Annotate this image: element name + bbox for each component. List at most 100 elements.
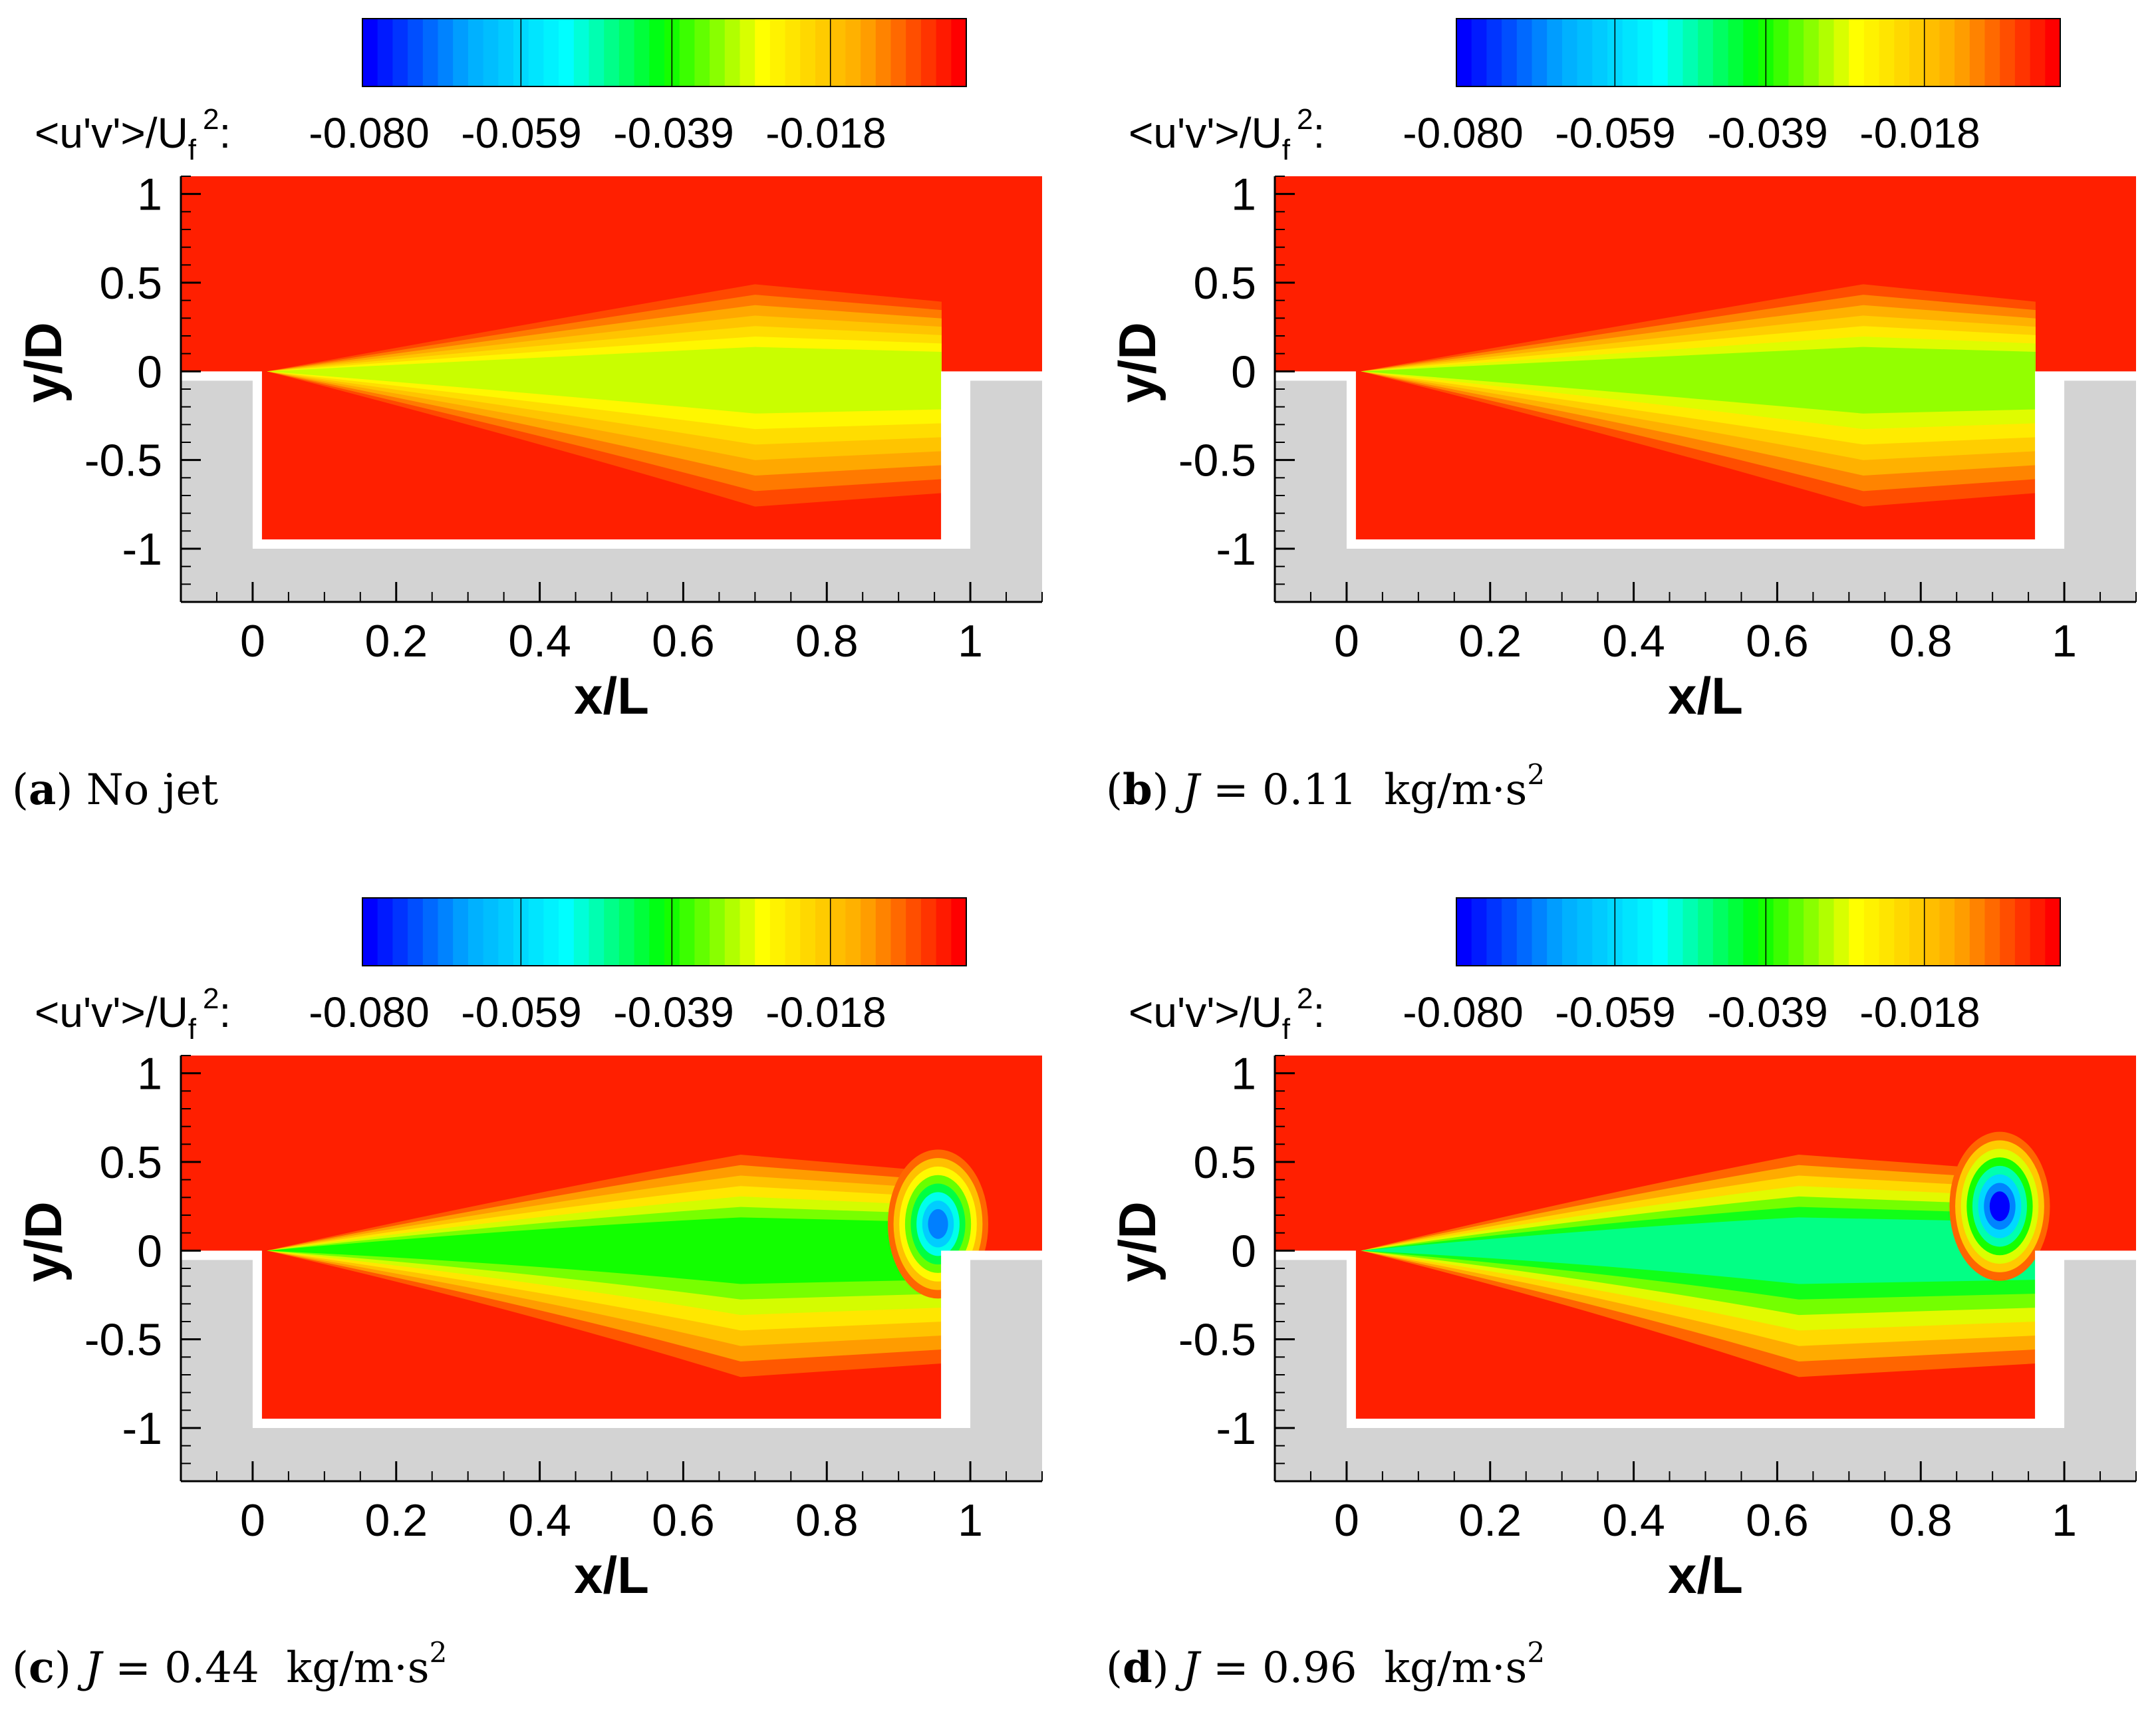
colorbar: <u'v'>/Uf2: -0.080 -0.059 -0.039 -0.018 xyxy=(35,897,967,1046)
colorbar-band xyxy=(1516,898,1533,966)
colorbar-tick-label: -0.039 xyxy=(613,109,734,157)
colorbar-band xyxy=(1471,898,1488,966)
colorbar-label-colon: : xyxy=(1313,109,1325,157)
colorbar-band xyxy=(1637,898,1653,966)
y-tick-label: 0 xyxy=(137,347,162,397)
colorbar: <u'v'>/Uf2: -0.080 -0.059 -0.039 -0.018 xyxy=(35,18,967,166)
colorbar-band xyxy=(740,898,755,966)
colorbar-band xyxy=(604,898,620,966)
contour-field xyxy=(181,1056,1042,1481)
colorbar-band xyxy=(1683,19,1698,86)
axes: 0 0.2 0.4 0.6 0.8 1 1 0.5 0 -0.5 -1 x/L y/D xyxy=(1108,1049,2137,1604)
colorbar-band xyxy=(2014,898,2031,966)
colorbar-band xyxy=(1833,19,1849,86)
colorbar-band xyxy=(1577,898,1593,966)
x-tick-label: 0.8 xyxy=(1889,1495,1953,1546)
x-axis-title: x/L xyxy=(1668,1546,1743,1604)
x-tick-label: 0.4 xyxy=(1602,616,1665,666)
y-tick-label: 0.5 xyxy=(1193,1137,1256,1188)
colorbar-band xyxy=(498,898,514,966)
colorbar-band xyxy=(1909,19,1925,86)
caption-unit: kg/m·s xyxy=(286,1643,430,1693)
colorbar-band xyxy=(769,19,786,86)
colorbar-band xyxy=(1622,19,1639,86)
caption-b: (b) J = 0.11 kg/m·s2 xyxy=(1106,758,1546,815)
colorbar-band xyxy=(906,898,922,966)
colorbar-band xyxy=(1788,898,1804,966)
caption-sup: 2 xyxy=(1527,1636,1546,1669)
colorbar-tick-label: -0.039 xyxy=(1707,988,1827,1036)
colorbar-band xyxy=(1939,19,1955,86)
colorbar-band xyxy=(1547,19,1563,86)
colorbar-band xyxy=(710,898,726,966)
colorbar-band xyxy=(438,898,454,966)
y-tick-label: 1 xyxy=(137,1049,162,1099)
x-tick-label: 1 xyxy=(958,1495,983,1546)
caption-letter: c xyxy=(28,1643,55,1693)
colorbar-band xyxy=(498,19,514,86)
colorbar-band xyxy=(1879,19,1895,86)
colorbar-band xyxy=(1637,19,1653,86)
colorbar-band xyxy=(483,19,499,86)
colorbar-band xyxy=(785,898,801,966)
caption-var: J xyxy=(1182,766,1200,815)
colorbar-band xyxy=(679,898,696,966)
colorbar-band xyxy=(1547,898,1563,966)
caption-letter: a xyxy=(28,765,57,815)
colorbar: <u'v'>/Uf2: -0.080 -0.059 -0.039 -0.018 xyxy=(1129,897,2061,1046)
axes: 0 0.2 0.4 0.6 0.8 1 1 0.5 0 -0.5 -1 x/L y/D xyxy=(1108,170,2137,725)
colorbar-tick-label: -0.039 xyxy=(613,988,734,1036)
colorbar-band xyxy=(1894,19,1910,86)
colorbar-band xyxy=(1516,19,1533,86)
colorbar-tick-label: -0.018 xyxy=(1859,109,1980,157)
colorbar-band xyxy=(422,898,439,966)
colorbar-band xyxy=(1592,19,1608,86)
caption-a: (a) No jet xyxy=(12,765,219,815)
contour-field xyxy=(181,176,1042,602)
colorbar-band xyxy=(920,898,937,966)
colorbar-band xyxy=(528,19,545,86)
colorbar-band xyxy=(2045,898,2061,966)
colorbar-band xyxy=(755,19,771,86)
colorbar-band xyxy=(740,19,755,86)
x-tick-label: 0.6 xyxy=(652,616,715,666)
colorbar-band xyxy=(1532,898,1548,966)
colorbar-band xyxy=(1653,19,1669,86)
colorbar-band xyxy=(936,19,952,86)
colorbar-band xyxy=(1969,898,1986,966)
x-axis-title: x/L xyxy=(1668,666,1743,725)
y-tick-label: -1 xyxy=(1216,1403,1256,1454)
colorbar-band xyxy=(2014,19,2031,86)
colorbar-band xyxy=(830,898,847,966)
colorbar-band xyxy=(1592,898,1608,966)
y-tick-label: -0.5 xyxy=(1178,1315,1256,1365)
colorbar-band xyxy=(1818,898,1835,966)
jet-core-contour xyxy=(928,1209,948,1239)
caption-letter: d xyxy=(1122,1643,1152,1693)
x-tick-label: 0 xyxy=(1334,1495,1359,1546)
cavity-wall xyxy=(181,1260,1042,1481)
colorbar-tick-label: -0.059 xyxy=(461,109,581,157)
colorbar-label-sup: 2 xyxy=(1297,103,1313,136)
colorbar-band xyxy=(1622,898,1639,966)
colorbar-band xyxy=(1849,898,1865,966)
colorbar-band xyxy=(1683,898,1698,966)
colorbar-band xyxy=(710,19,726,86)
caption-eq: = 0.11 xyxy=(1199,766,1357,815)
colorbar-band xyxy=(392,898,408,966)
colorbar-band xyxy=(1667,898,1684,966)
colorbar-tick-label: -0.059 xyxy=(461,988,581,1036)
contour-field xyxy=(1275,1056,2136,1481)
y-tick-label: -0.5 xyxy=(1178,436,1256,486)
colorbar-band xyxy=(408,898,424,966)
colorbar-band xyxy=(453,898,469,966)
colorbar-label: <u'v'>/Uf2: xyxy=(1129,982,1325,1046)
colorbar-band xyxy=(362,898,378,966)
y-tick-label: -0.5 xyxy=(84,436,162,486)
colorbar-band xyxy=(1984,898,2000,966)
colorbar-band xyxy=(724,19,741,86)
